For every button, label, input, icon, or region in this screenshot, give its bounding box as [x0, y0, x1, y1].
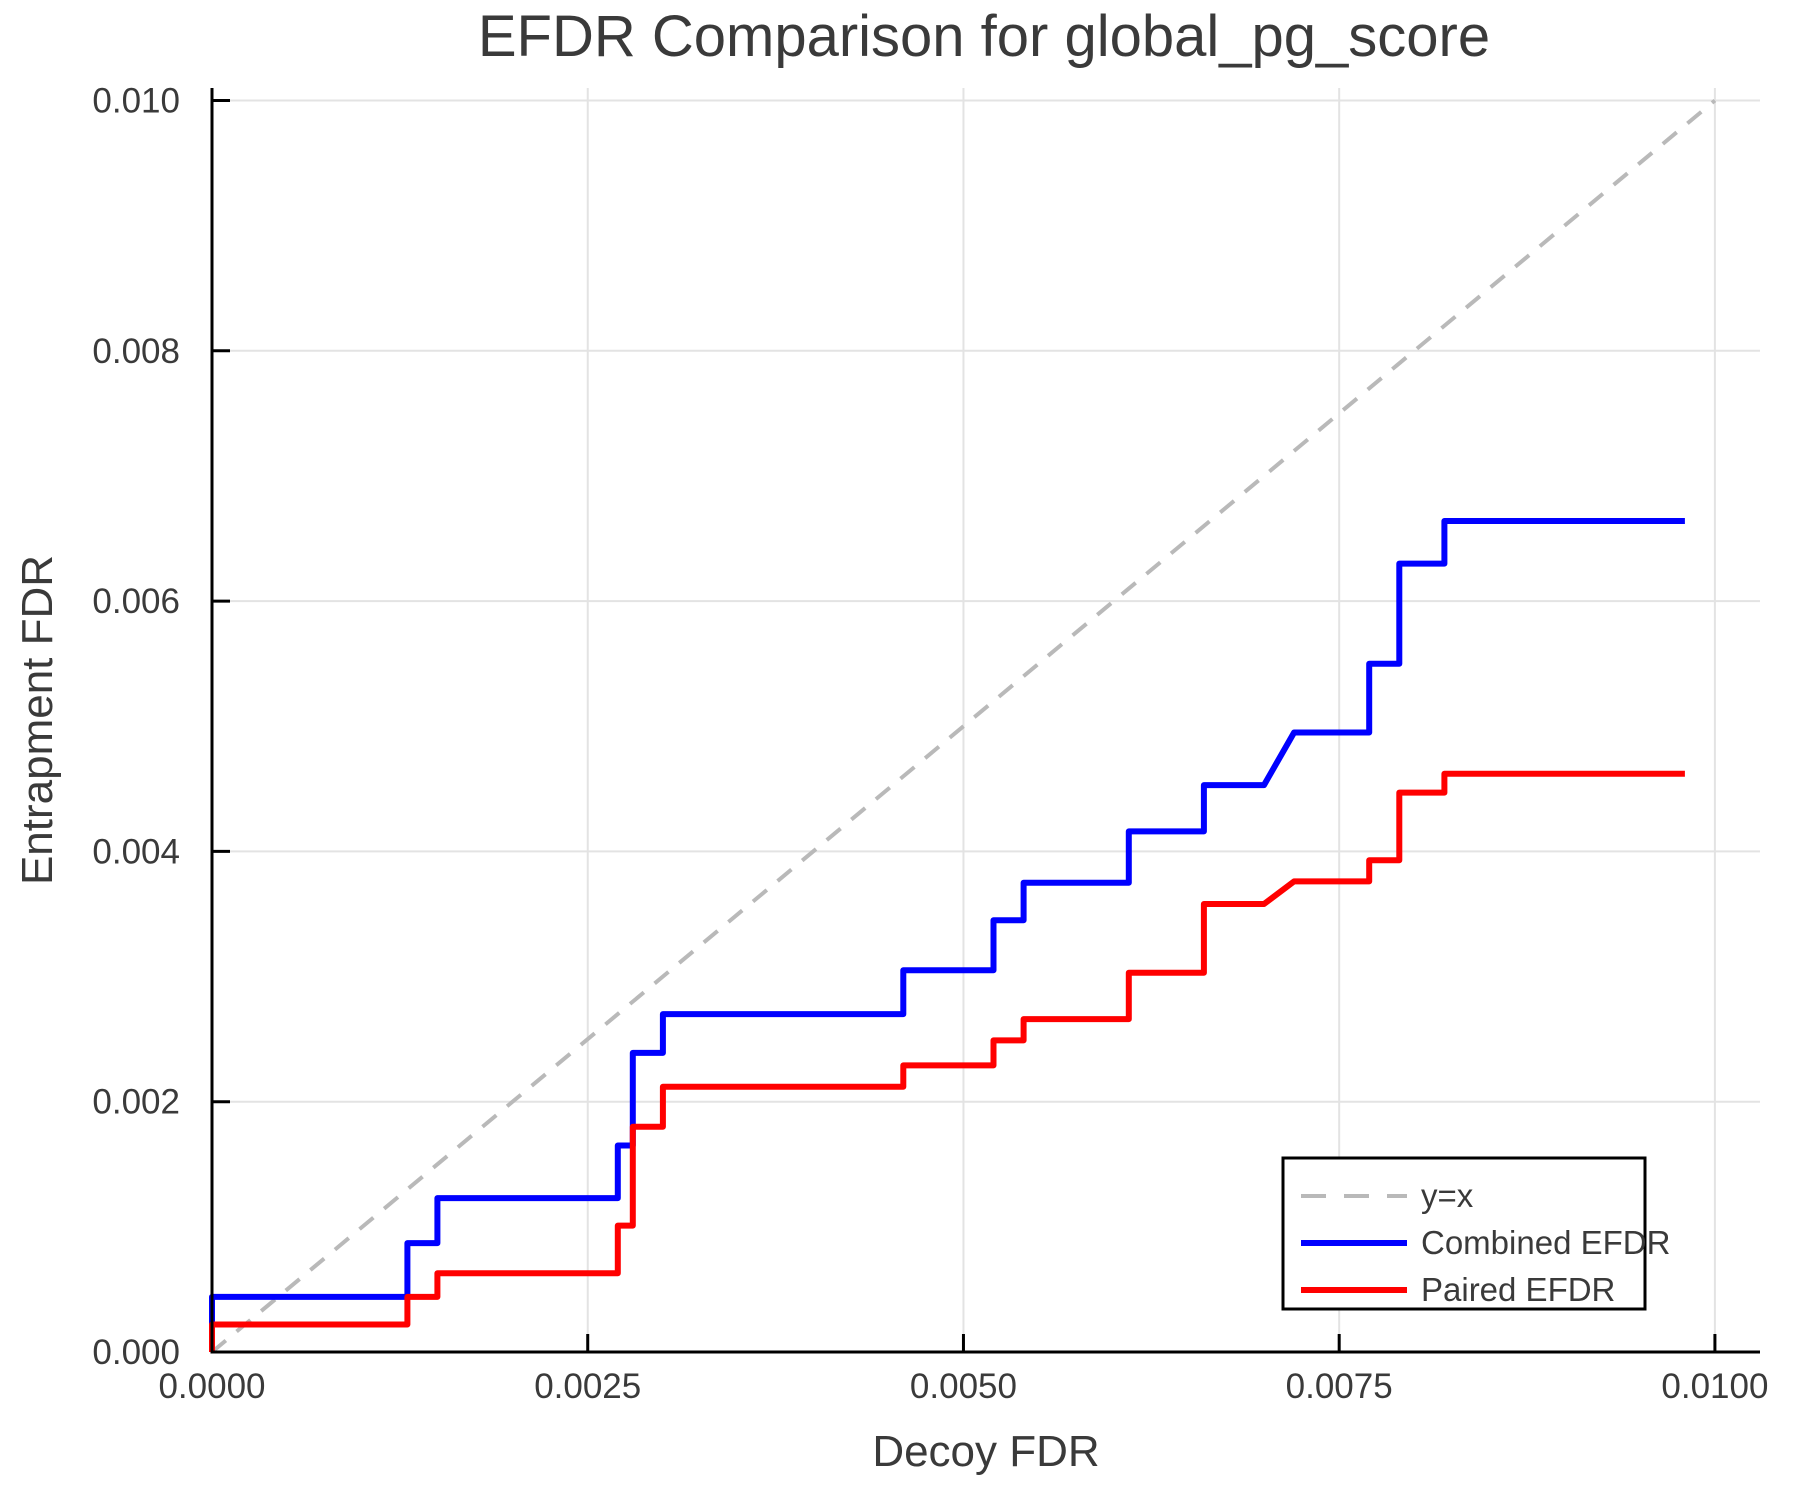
axes-layer [210, 88, 1760, 1354]
y-tick-label: 0.000 [92, 1333, 180, 1372]
grid-layer [212, 88, 1760, 1352]
y-tick-label: 0.006 [92, 582, 180, 621]
series-line-y-x [210, 98, 1717, 1354]
tick-label-layer: 0.0000 0.0025 0.0050 0.0075 0.0100 0.000 0.002… [92, 82, 1768, 1406]
series-line-combined-efdr [209, 518, 1685, 1352]
x-tick-label: 0.0100 [1661, 1367, 1768, 1406]
series-layer [209, 98, 1717, 1354]
chart-title: EFDR Comparison for global_pg_score [478, 4, 1490, 69]
y-tick-label: 0.004 [92, 832, 180, 871]
x-axis-label: Decoy FDR [872, 1427, 1099, 1476]
legend-label: Combined EFDR [1421, 1224, 1670, 1261]
y-tick-label: 0.010 [92, 82, 180, 121]
legend: y=x Combined EFDR Paired EFDR [1281, 1156, 1670, 1311]
x-tick-label: 0.0050 [910, 1367, 1017, 1406]
series-line-paired-efdr [209, 770, 1685, 1352]
legend-label: Paired EFDR [1421, 1271, 1615, 1308]
y-tick-label: 0.008 [92, 332, 180, 371]
x-tick-label: 0.0075 [1286, 1367, 1393, 1406]
y-tick-label: 0.002 [92, 1083, 180, 1122]
legend-label: y=x [1421, 1177, 1474, 1214]
x-tick-label: 0.0000 [158, 1367, 265, 1406]
legend-box [1281, 1156, 1647, 1311]
y-axis-label: Entrapment FDR [13, 555, 62, 885]
x-tick-label: 0.0025 [534, 1367, 641, 1406]
